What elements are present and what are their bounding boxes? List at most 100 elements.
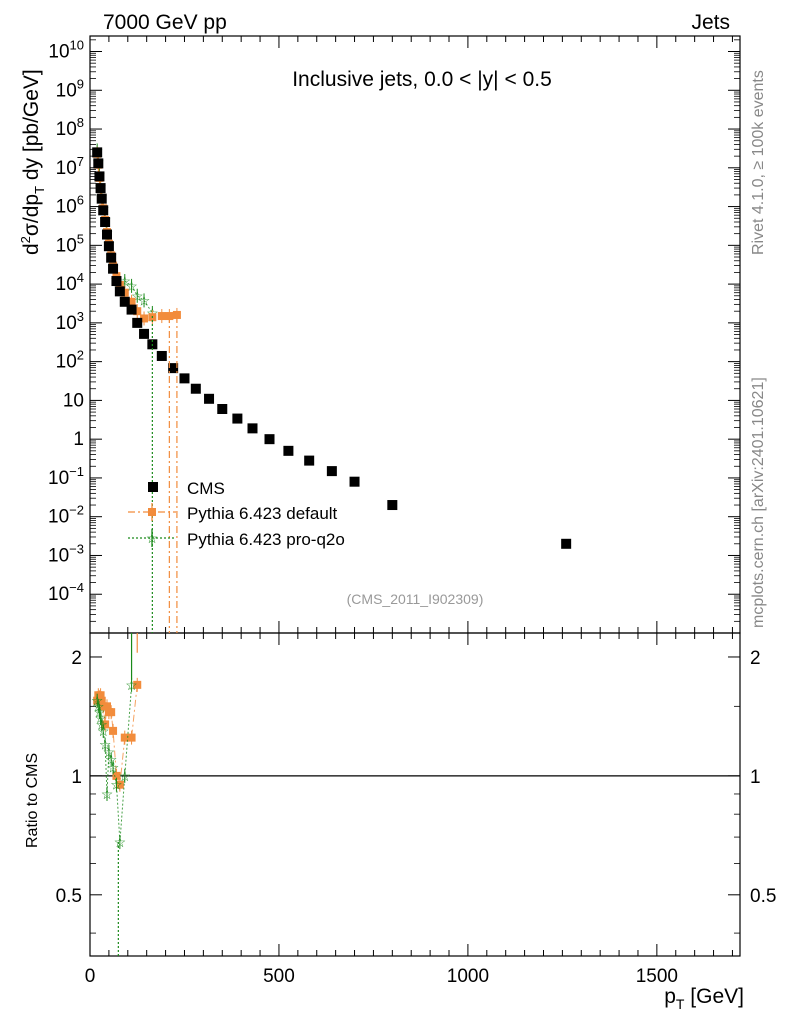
cms-point: [139, 328, 150, 339]
pythia-proq2o-point: ☆: [138, 292, 151, 308]
main-axis-ticks: 10−4 10−3 10−2 10−1 1 10 102 103 104 105 106 107 108…: [48, 36, 740, 633]
pythia-default-point: [120, 733, 129, 742]
header-category-label: Jets: [691, 11, 730, 34]
y-tick-label: 102: [56, 348, 84, 373]
y-tick-label: 10−2: [48, 503, 84, 528]
cms-point: [304, 455, 315, 466]
y-tick-label: 10−1: [48, 464, 84, 489]
pythia-proq2o-point: ☆: [99, 737, 112, 753]
pythia-proq2o-point: ☆: [97, 723, 110, 739]
cms-point: [132, 317, 143, 328]
pythia-proq2o-point: ☆: [91, 693, 104, 709]
pythia-default-point: [112, 771, 121, 780]
pythia-default-point: [140, 314, 149, 323]
pythia-default-point: [157, 312, 166, 321]
cms-point: [111, 276, 122, 287]
svg-text:pT [GeV]: pT [GeV]: [664, 985, 744, 1012]
cms-point: [326, 466, 337, 477]
y-tick-label: 103: [56, 309, 84, 334]
pythia-proq2o-point: ☆: [103, 744, 116, 760]
y-tick-label: 105: [56, 231, 84, 256]
y-tick-label: 107: [56, 154, 84, 179]
ratio-y-tick-label: 2: [71, 648, 82, 669]
pythia-default-point: [109, 726, 118, 735]
pythia-proq2o-point: ☆: [107, 760, 120, 776]
ratio-axis-ticks: 0.5 0.5 1 1 2 2 0 500 1000 1500: [56, 633, 776, 987]
pythia-default-point: [96, 691, 105, 700]
y-tick-label: 106: [56, 193, 84, 218]
rivet-version-label: Rivet 4.1.0, ≥ 100k events: [750, 70, 767, 255]
legend-label-pythia-proq2o: Pythia 6.423 pro-q2o: [187, 530, 345, 549]
analysis-watermark: (CMS_2011_I902309): [347, 591, 484, 607]
pythia-default-point: [127, 733, 136, 742]
pythia-default-point: [115, 780, 124, 789]
cms-point: [102, 229, 113, 240]
pythia-proq2o-point: ☆: [93, 704, 106, 720]
svg-text:d2σ/dpT dy [pb/GeV]: d2σ/dpT dy [pb/GeV]: [18, 69, 47, 255]
pythia-default-point: [107, 708, 116, 717]
pythia-proq2o-point: ☆: [105, 752, 118, 768]
pythia-default-point: [172, 310, 181, 319]
cms-point: [387, 500, 398, 511]
pythia-proq2o-point: ☆: [101, 786, 114, 802]
svg-text:☆: ☆: [146, 530, 159, 546]
pythia-default-point: [97, 696, 106, 705]
x-tick-label: 500: [263, 966, 295, 987]
main-ylabel: d2σ/dpT dy [pb/GeV]: [18, 69, 47, 255]
ratio-plot-frame: [89, 632, 741, 957]
cms-point: [204, 393, 215, 404]
pythia-proq2o-point: ☆: [110, 777, 123, 793]
cms-point: [93, 158, 104, 169]
cms-point: [92, 147, 103, 158]
cms-point: [232, 413, 243, 424]
legend-entry-pythia-proq2o: ☆ Pythia 6.423 pro-q2o: [128, 529, 345, 549]
legend-label-cms: CMS: [187, 479, 225, 498]
cms-point: [98, 205, 109, 216]
cms-point: [217, 404, 228, 415]
ratio-y-tick-label-right: 1: [750, 767, 761, 788]
pythia-proq2o-point: ☆: [95, 716, 108, 732]
x-tick-label: 1000: [447, 966, 489, 987]
y-tick-label: 104: [56, 270, 84, 295]
cms-point: [156, 350, 167, 361]
cms-point: [168, 363, 179, 374]
cms-point: [126, 304, 137, 315]
pythia-proq2o-point: ☆: [92, 698, 105, 714]
pythia-proq2o-point: ☆: [118, 768, 131, 784]
pythia-proq2o-point: ☆: [94, 710, 107, 726]
cms-point: [95, 183, 106, 194]
pythia-default-point: [127, 297, 136, 306]
y-tick-label: 10−3: [48, 541, 84, 566]
legend-label-pythia-default: Pythia 6.423 default: [187, 504, 338, 523]
main-plot-title: Inclusive jets, 0.0 < |y| < 0.5: [292, 68, 552, 91]
header-energy-label: 7000 GeV pp: [103, 11, 227, 34]
cms-point: [100, 216, 111, 227]
pythia-proq2o-point: ☆: [125, 677, 138, 693]
pythia-default-point: [133, 307, 142, 316]
cms-point: [190, 383, 201, 394]
pythia-default-point: [133, 680, 142, 689]
cms-point: [349, 476, 360, 487]
ratio-y-tick-label-right: 2: [750, 648, 761, 669]
ratio-y-tick-label-right: 0.5: [750, 886, 776, 907]
cms-point: [106, 252, 117, 263]
y-tick-label: 10−4: [48, 580, 84, 605]
pythia-default-point: [103, 702, 112, 711]
ratio-ylabel: Ratio to CMS: [24, 753, 41, 848]
cms-point: [179, 373, 190, 384]
x-tick-label: 0: [85, 966, 96, 987]
legend-entry-cms: CMS: [148, 479, 225, 498]
cms-point: [264, 434, 275, 445]
y-tick-label: 109: [56, 76, 84, 101]
cms-point: [103, 241, 114, 252]
cms-point: [561, 538, 572, 549]
main-series-layer: ☆☆☆☆☆☆☆☆☆☆☆☆☆☆☆☆☆☆: [91, 142, 572, 633]
y-tick-label: 1: [73, 429, 84, 450]
pythia-default-point: [101, 720, 110, 729]
cms-point: [96, 193, 107, 204]
pythia-proq2o-point: ☆: [114, 834, 127, 850]
cms-point: [114, 286, 125, 297]
ratio-y-tick-label: 0.5: [56, 886, 82, 907]
y-tick-label: 108: [56, 115, 84, 140]
